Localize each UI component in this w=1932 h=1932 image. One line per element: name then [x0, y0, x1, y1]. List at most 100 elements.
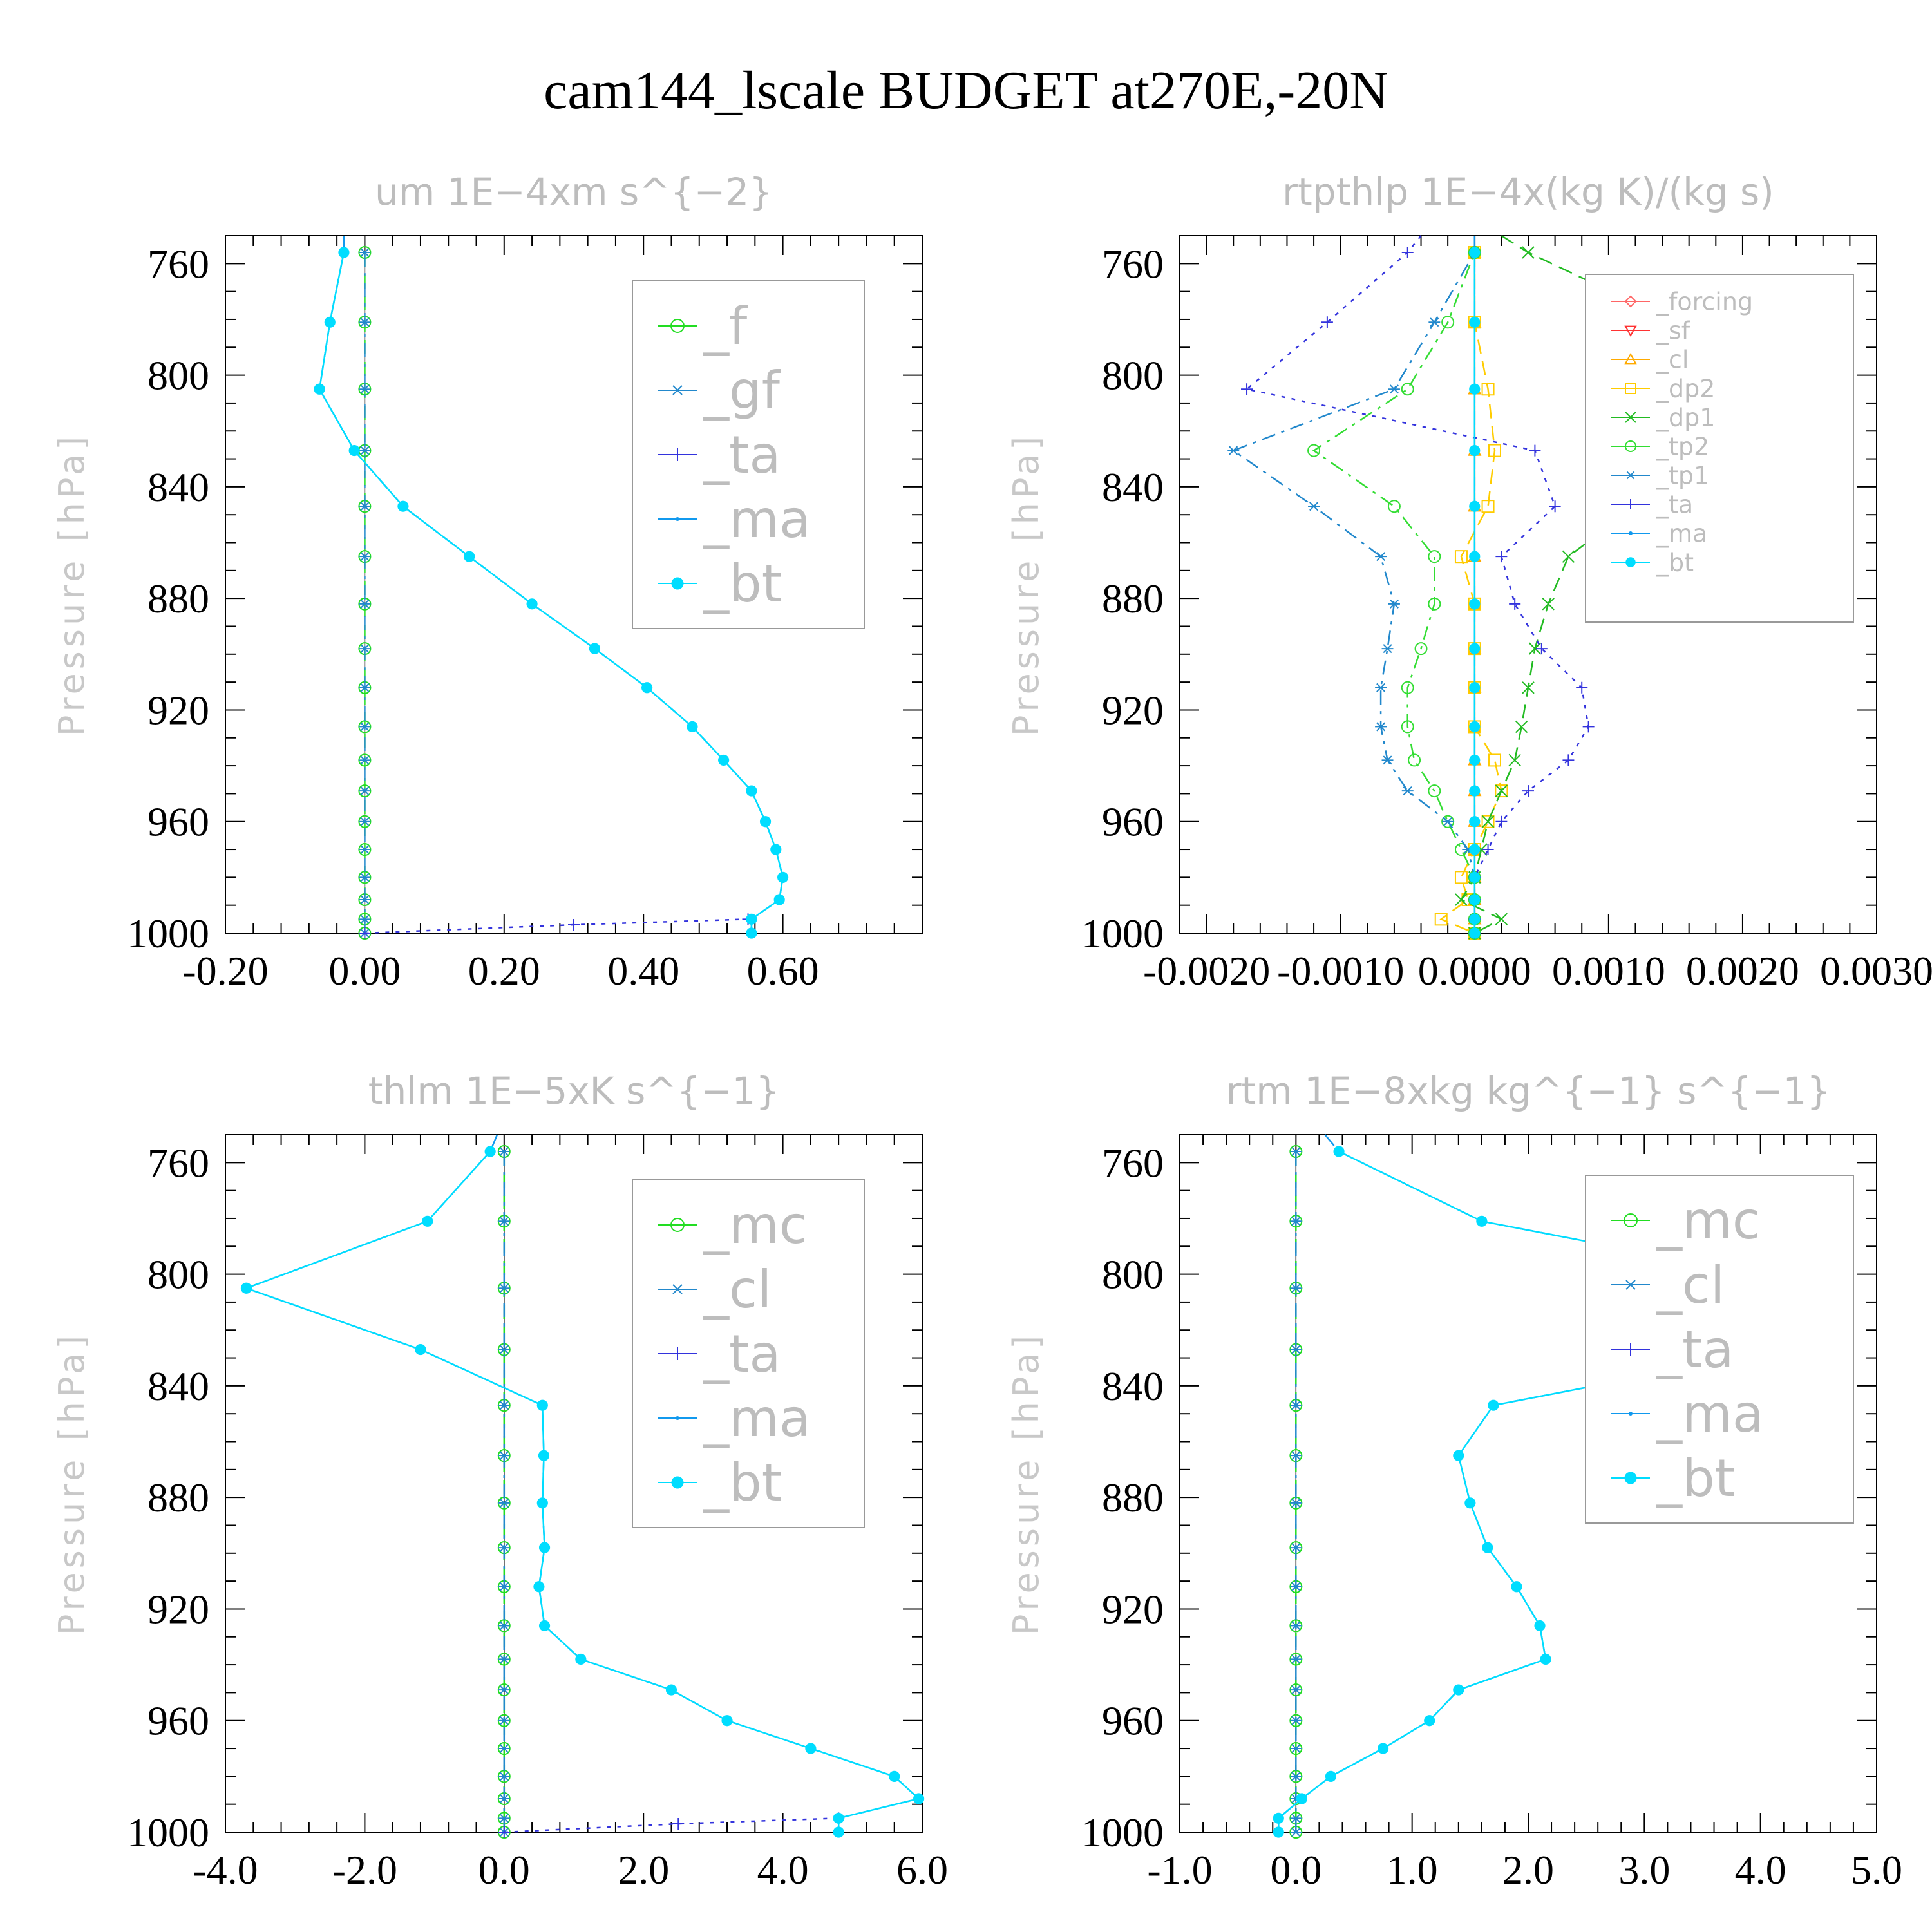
legend-marker	[1625, 557, 1636, 567]
data-point	[770, 844, 782, 855]
legend-marker	[1625, 440, 1636, 452]
series-line	[365, 918, 748, 934]
legend-marker	[1624, 352, 1637, 365]
data-point	[1576, 681, 1588, 694]
data-point	[1469, 927, 1481, 939]
data-point	[568, 919, 580, 931]
data-point	[1515, 720, 1528, 734]
data-point	[1441, 316, 1455, 329]
x-tick-label: 0.0	[1270, 1847, 1321, 1893]
legend-marker	[676, 517, 679, 521]
legend-item-ta: _ta	[1611, 1320, 1734, 1379]
data-point	[1582, 721, 1595, 733]
data-point	[1481, 815, 1495, 828]
legend-marker	[1624, 1213, 1638, 1227]
legend-label: _tp2	[1656, 432, 1709, 460]
legend-label: _bt	[703, 554, 782, 614]
data-point	[1290, 1654, 1302, 1664]
data-point	[538, 1620, 551, 1632]
plot-frame	[225, 1134, 923, 1833]
data-point	[913, 1793, 925, 1804]
data-point	[1481, 815, 1495, 828]
y-tick-label: 800	[1102, 1252, 1164, 1298]
x-tick-label: 0.0000	[1418, 948, 1531, 994]
data-point	[1488, 444, 1501, 457]
legend-label: _ma	[1656, 519, 1707, 547]
data-point	[1428, 550, 1441, 564]
data-point	[536, 1399, 548, 1411]
x-tick-label: 0.0	[478, 1847, 530, 1893]
legend-item-mc: _mc	[658, 1195, 808, 1255]
x-tick-label: 5.0	[1851, 1847, 1902, 1893]
y-tick-label: 960	[1102, 1698, 1164, 1744]
data-point	[498, 1582, 510, 1591]
series-line	[1245, 235, 1589, 933]
data-point	[1562, 550, 1575, 563]
data-point	[746, 927, 757, 939]
x-tick-label: 1.0	[1387, 1847, 1438, 1893]
series-gf	[359, 247, 371, 938]
legend-label: _ta	[703, 1324, 781, 1384]
data-point	[1482, 1542, 1493, 1553]
legend-marker	[671, 577, 684, 590]
data-point	[484, 1146, 496, 1157]
legend-marker	[671, 448, 684, 461]
legend-item-tp2: _tp2	[1611, 432, 1709, 460]
data-point	[889, 1770, 900, 1782]
data-point	[498, 1814, 510, 1823]
data-point	[338, 247, 350, 258]
data-point	[1469, 871, 1481, 883]
x-tick-label: -0.20	[182, 948, 268, 994]
legend-label: _f	[703, 296, 748, 356]
x-tick-label: -1.0	[1147, 1847, 1212, 1893]
data-point	[498, 1621, 510, 1631]
legend-item-mc: _mc	[1611, 1191, 1761, 1251]
data-point	[1495, 913, 1508, 926]
legend-label: _dp1	[1656, 403, 1715, 431]
data-point	[1377, 1743, 1389, 1754]
legend-label: _gf	[703, 361, 781, 421]
legend-item-cl: _cl	[1611, 1255, 1725, 1315]
data-point	[464, 551, 475, 562]
x-tick-label: 2.0	[1502, 1847, 1554, 1893]
legend-item-ma: _ma	[658, 489, 811, 549]
data-point	[1488, 753, 1501, 767]
y-tick-label: 760	[147, 241, 209, 287]
y-tick-label: 880	[1102, 576, 1164, 621]
data-point	[359, 873, 371, 882]
panel-2: 760 800 840 880 920 960 1000-0.0020 -0.0010 0.00…	[1006, 170, 1932, 994]
data-point	[1442, 817, 1454, 826]
data-point	[422, 1215, 433, 1227]
data-point	[359, 502, 371, 511]
legend-label: _ma	[703, 1388, 811, 1448]
data-point	[324, 316, 336, 328]
y-tick-label: 760	[1102, 241, 1164, 287]
data-point	[359, 247, 371, 257]
data-point	[759, 816, 772, 828]
data-point	[498, 1794, 510, 1804]
data-point	[359, 683, 371, 692]
y-tick-label: 1000	[127, 1810, 209, 1855]
y-tick-label: 840	[1102, 1363, 1164, 1409]
x-tick-label: -4.0	[193, 1847, 258, 1893]
data-point	[533, 1581, 545, 1593]
x-tick-label: -0.0020	[1143, 948, 1270, 994]
data-point	[1464, 1497, 1476, 1509]
y-tick-label: 920	[1102, 687, 1164, 733]
y-tick-label: 840	[147, 1363, 209, 1409]
legend-marker	[671, 1284, 684, 1294]
series-cl	[498, 1146, 510, 1837]
data-point	[1388, 599, 1400, 609]
series-bt	[314, 247, 789, 939]
data-point	[359, 644, 371, 654]
data-point	[1469, 383, 1481, 395]
x-tick-label: 4.0	[1735, 1847, 1786, 1893]
data-point	[359, 599, 371, 609]
panel-title: rtpthlp 1E−4x(kg K)/(kg s)	[1282, 170, 1774, 214]
data-point	[538, 1542, 551, 1553]
data-point	[538, 1450, 550, 1461]
y-axis-label: Pressure [hPa]	[52, 1332, 92, 1635]
data-point	[1424, 1715, 1435, 1727]
panel-title: rtm 1E−8xkg kg^{−1} s^{−1}	[1226, 1069, 1831, 1113]
y-tick-label: 840	[147, 464, 209, 510]
